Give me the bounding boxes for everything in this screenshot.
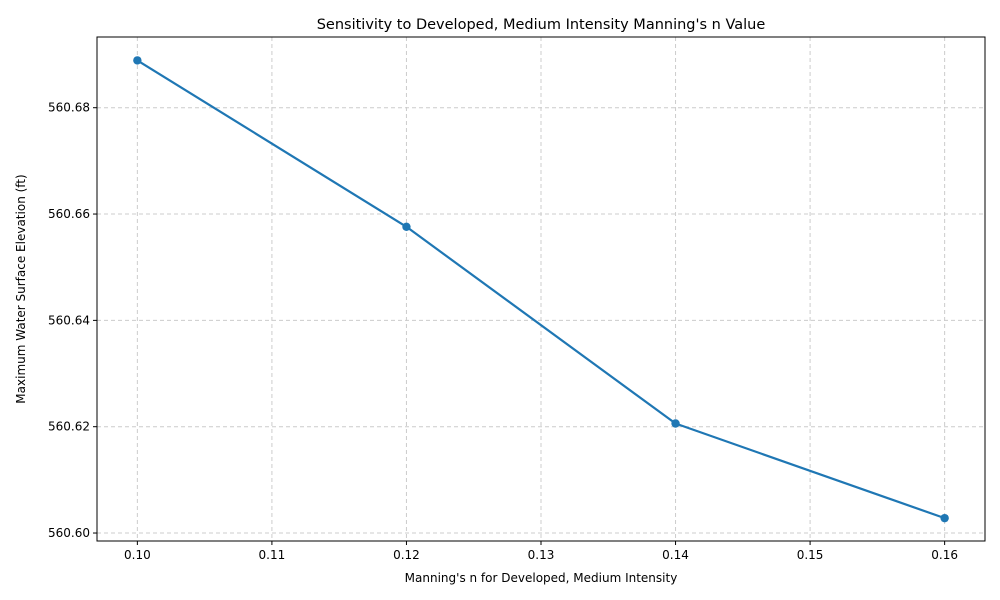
data-point	[402, 222, 411, 231]
y-tick-label: 560.60	[48, 526, 90, 540]
y-axis: 560.60 560.62 560.64 560.66 560.68	[48, 101, 97, 540]
x-tick-label: 0.10	[124, 548, 151, 562]
data-point	[671, 419, 680, 428]
x-axis: 0.10 0.11 0.12 0.13 0.14 0.15 0.16	[124, 541, 958, 562]
series-layer	[133, 56, 949, 523]
y-tick-label: 560.64	[48, 313, 90, 327]
x-tick-label: 0.12	[393, 548, 420, 562]
y-tick-label: 560.68	[48, 101, 90, 115]
grid	[97, 37, 985, 541]
x-tick-label: 0.11	[259, 548, 286, 562]
x-tick-label: 0.15	[797, 548, 824, 562]
data-point	[133, 56, 142, 65]
y-axis-label: Maximum Water Surface Elevation (ft)	[14, 174, 28, 403]
y-tick-label: 560.66	[48, 207, 90, 221]
series-line	[136, 59, 946, 520]
chart-title: Sensitivity to Developed, Medium Intensi…	[317, 17, 766, 33]
x-tick-label: 0.14	[662, 548, 689, 562]
x-axis-label: Manning's n for Developed, Medium Intens…	[405, 571, 678, 585]
x-tick-label: 0.16	[931, 548, 958, 562]
x-tick-label: 0.13	[528, 548, 555, 562]
data-point	[940, 513, 949, 523]
y-tick-label: 560.62	[48, 420, 90, 434]
